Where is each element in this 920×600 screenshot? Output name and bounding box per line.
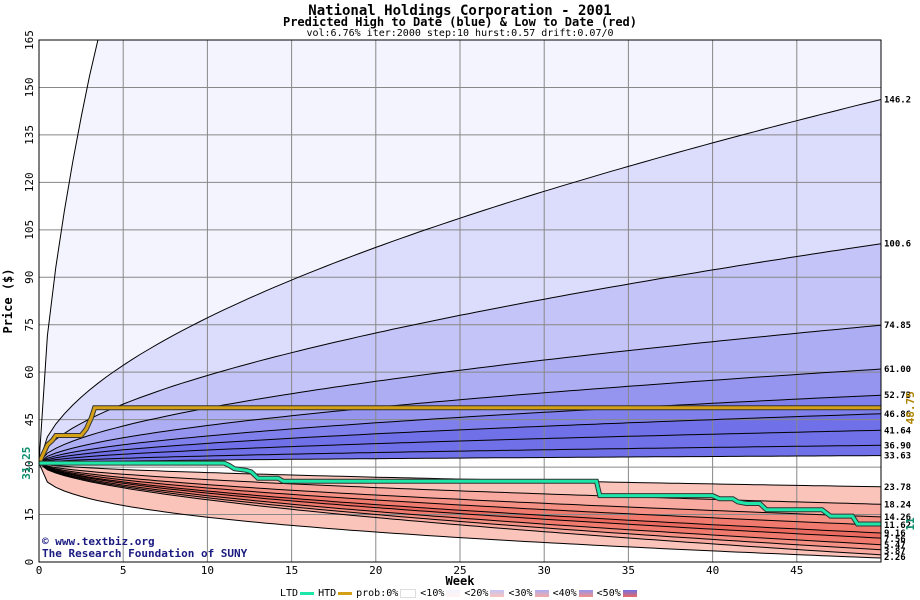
low-curve-line: [39, 462, 881, 546]
curve-end-label: 5.47: [884, 541, 906, 551]
curve-end-label: 23.78: [884, 483, 911, 493]
htd-series-line: [39, 406, 881, 464]
legend: LTD HTD prob:0% <10% <20% <30% <40% <50%: [280, 588, 641, 599]
x-tick-label: 15: [285, 564, 298, 577]
legend-p30: <30%: [508, 588, 550, 599]
legend-ltd: LTD: [280, 588, 316, 599]
curve-end-label: 61.00: [884, 365, 911, 375]
high-curve-line: [39, 413, 881, 464]
x-tick-label: 40: [706, 564, 719, 577]
x-tick-label: 45: [790, 564, 803, 577]
low-curve-line: [39, 462, 881, 526]
high-curve-line: [39, 243, 881, 464]
curve-end-label: 46.86: [884, 410, 911, 420]
curve-end-label: 9.16: [884, 529, 906, 539]
x-tick-label: 25: [453, 564, 466, 577]
y-tick-label: 45: [23, 413, 36, 426]
ltd-series-line: [39, 461, 881, 526]
legend-htd: HTD: [318, 588, 354, 599]
y-axis-label: Price ($): [1, 268, 15, 333]
y-tick-label: 90: [23, 271, 36, 284]
high-curve-line: [39, 455, 881, 464]
x-tick-label: 0: [36, 564, 43, 577]
chart-params: vol:6.76% iter:2000 step:10 hurst:0.57 d…: [306, 28, 614, 39]
curve-end-label: 18.24: [884, 500, 912, 510]
chart-title: National Holdings Corporation - 2001: [308, 3, 612, 19]
low-curve-line: [39, 462, 881, 534]
chart-subtitle: Predicted High to Date (blue) & Low to D…: [282, 15, 637, 29]
x-tick-label: 20: [369, 564, 382, 577]
plot-area: [39, 40, 881, 562]
x-tick-label: 35: [622, 564, 635, 577]
y-tick-label: 60: [23, 366, 36, 379]
credit-url: © www.textbiz.org: [42, 535, 155, 548]
low-curve-line: [39, 462, 881, 551]
ltd-end-label: 11: [904, 517, 917, 531]
curve-end-label: 100.6: [884, 240, 911, 250]
x-tick-label: 30: [538, 564, 551, 577]
high-curve-line: [39, 368, 881, 464]
y-tick-label: 150: [23, 78, 36, 98]
x-tick-label: 5: [120, 564, 127, 577]
high-curve-line: [39, 99, 881, 464]
y-tick-label: 120: [23, 172, 36, 192]
y-tick-label: 135: [23, 125, 36, 145]
curve-end-label: 52.73: [884, 391, 911, 401]
high-band: [39, 40, 881, 464]
y-tick-label: 105: [23, 220, 36, 240]
credit-org: The Research Foundation of SUNY: [42, 547, 248, 560]
y-tick-label: 0: [23, 559, 36, 566]
curve-end-label: 2.26: [884, 553, 906, 563]
y-tick-label: 15: [23, 508, 36, 521]
curve-end-label: 33.63: [884, 452, 911, 462]
legend-p20: <20%: [464, 588, 506, 599]
low-curve-line: [39, 462, 881, 518]
legend-prob: prob:0%: [356, 588, 418, 599]
legend-p50: <50%: [597, 588, 639, 599]
start-price-label: 31.25: [20, 447, 33, 480]
plot-frame: [38, 39, 882, 563]
y-tick-label: 75: [23, 318, 36, 331]
low-envelope-line: [39, 462, 881, 559]
legend-p40: <40%: [553, 588, 595, 599]
y-tick-label: 165: [23, 30, 36, 50]
x-tick-label: 10: [201, 564, 214, 577]
curve-end-label: 3.87: [884, 547, 906, 557]
low-curve-line: [39, 462, 881, 539]
high-curve-line: [39, 394, 881, 464]
curve-end-label: 146.2: [884, 95, 911, 105]
curve-end-label: 7.56: [884, 535, 906, 545]
high-curve-line: [39, 324, 881, 464]
curve-end-label: 41.64: [884, 426, 912, 436]
y-tick-label: 30: [23, 460, 36, 473]
low-curve-line: [39, 462, 881, 556]
curve-end-label: 11.62: [884, 521, 911, 531]
low-band: [39, 463, 881, 517]
high-curve-line: [39, 429, 881, 464]
htd-end-label: 48.75: [904, 391, 917, 424]
legend-p10: <10%: [420, 588, 462, 599]
curve-end-label: 36.90: [884, 441, 911, 451]
x-axis-label: Week: [446, 574, 476, 588]
low-band: [39, 463, 881, 526]
curve-end-label: 14.26: [884, 513, 911, 523]
curve-end-label: 74.85: [884, 321, 911, 331]
high-curve-line: [39, 444, 881, 464]
